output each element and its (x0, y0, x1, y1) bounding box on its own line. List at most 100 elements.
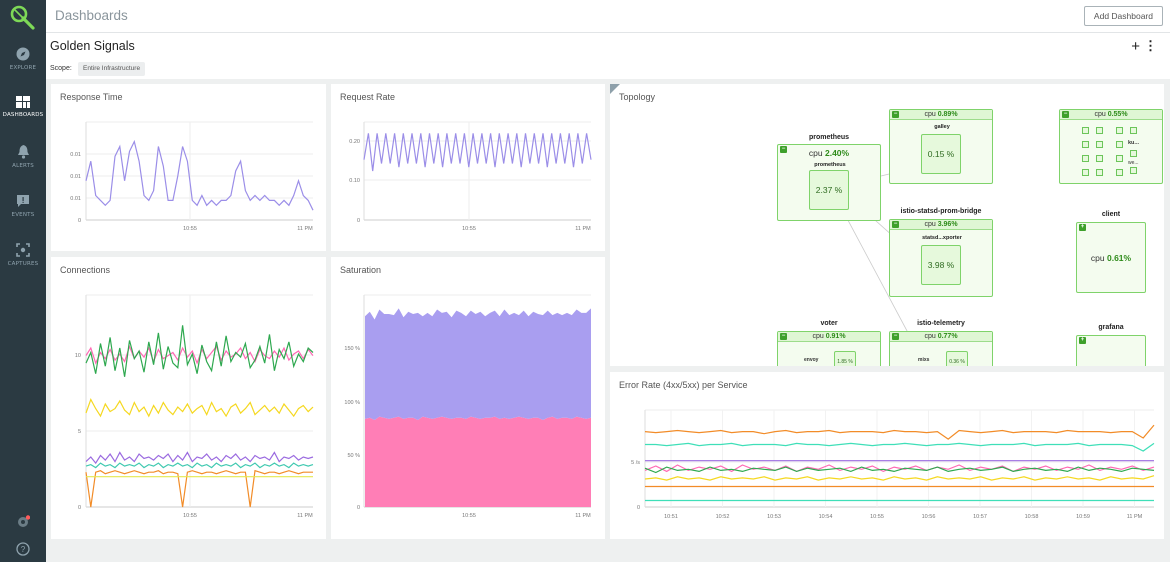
sidebar-item-dashboards[interactable]: DASHBOARDS (0, 96, 46, 136)
y-tick-label: 0.01 (70, 196, 81, 202)
y-tick-label: 100 % (344, 400, 360, 406)
cpu-readout: cpu 3.96% (890, 220, 992, 230)
sidebar-item-alerts[interactable]: ALERTS (0, 145, 46, 185)
collapse-icon[interactable]: − (780, 146, 787, 153)
node-group-statsd[interactable]: − cpu 3.96% statsd...xporter 3.98 % (889, 219, 993, 297)
collapse-icon[interactable]: − (892, 221, 899, 228)
chat-icon (17, 195, 29, 207)
top-bar: Dashboards Add Dashboard (46, 0, 1170, 33)
mini-node[interactable] (1116, 155, 1123, 162)
panel-saturation[interactable]: Saturation 150 % 100 % 50 % 0 10:55 11 P… (331, 257, 605, 539)
sidebar-item-explore[interactable]: EXPLORE (0, 47, 46, 87)
sidebar: EXPLORE DASHBOARDS ALERTS EVENTS CAPTURE… (0, 0, 46, 562)
y-tick-label: 0 (357, 218, 360, 224)
node-group-name: grafana (1098, 324, 1124, 331)
request-rate-chart: 0.20 0.10 0 10:55 11 PM (349, 121, 592, 232)
collapse-icon[interactable]: − (892, 111, 899, 118)
mini-node[interactable] (1116, 141, 1123, 148)
mini-node[interactable] (1082, 169, 1089, 176)
series-line-0 (363, 133, 592, 172)
x-tick-label: 10:55 (870, 514, 884, 520)
dashboard-icon (16, 96, 30, 108)
panel-topology[interactable]: Topology prometheus − cpu 2.40% promethe… (610, 84, 1164, 366)
node-group-name: istio-telemetry (917, 320, 965, 327)
y-tick-label: 0 (78, 505, 81, 511)
x-tick-label: 10:56 (922, 514, 936, 520)
node-group-galley[interactable]: − cpu 0.89% galley 0.15 % (889, 109, 993, 184)
y-tick-label: 5 /s (631, 460, 640, 466)
x-tick-label: 10:55 (183, 226, 197, 232)
expand-icon[interactable]: + (1079, 337, 1086, 344)
bell-icon (17, 145, 29, 159)
series-line-3 (85, 451, 314, 465)
inner-node-envoy[interactable]: 1.85 % (834, 351, 856, 366)
series-area-1 (365, 308, 591, 420)
node-group-name: istio-statsd-prom-bridge (900, 208, 982, 215)
mini-node[interactable] (1116, 127, 1123, 134)
more-options-icon[interactable]: ⋮ (1144, 38, 1157, 53)
mini-node[interactable] (1096, 141, 1103, 148)
mini-node[interactable] (1130, 150, 1137, 157)
panel-response-time[interactable]: Response Time 0.01 0.01 0.01 0 10:55 11 … (51, 84, 326, 251)
add-panel-icon[interactable]: + (1131, 38, 1140, 55)
panel-connections[interactable]: Connections 10 5 0 10:55 11 PM (51, 257, 326, 539)
sidebar-item-events[interactable]: EVENTS (0, 194, 46, 234)
saturation-chart: 150 % 100 % 50 % 0 10:55 11 PM (344, 294, 591, 519)
cpu-readout: cpu 0.55% (1060, 110, 1162, 120)
mini-node[interactable] (1096, 169, 1103, 176)
dashboard-header: Golden Signals Scope: Entire Infrastruct… (46, 33, 1170, 79)
mini-node[interactable] (1096, 127, 1103, 134)
panel-title: Connections (60, 265, 111, 275)
node-group-prometheus[interactable]: − cpu 2.40% prometheus 2.37 % (777, 144, 881, 221)
mini-node[interactable] (1130, 167, 1137, 174)
node-group-telemetry[interactable]: − cpu 0.77% mixs 0.36 % (889, 331, 993, 366)
mini-node[interactable] (1096, 155, 1103, 162)
dashboard-name: Golden Signals (50, 39, 135, 53)
sidebar-item-label: EVENTS (11, 212, 35, 218)
x-tick-label: 10:54 (819, 514, 833, 520)
help-icon[interactable]: ? (16, 542, 30, 556)
collapse-icon[interactable]: − (892, 333, 899, 340)
x-tick-label: 11 PM (1127, 514, 1143, 520)
series-line-0 (644, 424, 1155, 440)
inner-node-prometheus[interactable]: 2.37 % (809, 170, 849, 210)
mini-node[interactable] (1082, 127, 1089, 134)
compass-icon (16, 47, 30, 61)
mini-node[interactable] (1082, 155, 1089, 162)
sidebar-item-label: EXPLORE (9, 65, 37, 71)
inner-node-galley[interactable]: 0.15 % (921, 134, 961, 174)
mini-node[interactable] (1130, 127, 1137, 134)
notification-icon[interactable] (16, 515, 30, 529)
sidebar-item-captures[interactable]: CAPTURES (0, 243, 46, 283)
node-group-kube[interactable]: − cpu 0.55% ku... we... (1059, 109, 1163, 184)
panel-title: Request Rate (340, 92, 396, 102)
x-tick-label: 11 PM (575, 513, 591, 519)
mini-node[interactable] (1116, 169, 1123, 176)
app-logo-icon[interactable] (10, 5, 36, 31)
x-tick-label: 10:53 (767, 514, 781, 520)
series-line-5 (644, 475, 1155, 481)
mini-node[interactable] (1082, 141, 1089, 148)
inner-node-statsd[interactable]: 3.98 % (921, 245, 961, 285)
inner-node-mixs[interactable]: 0.36 % (946, 351, 968, 366)
x-tick-label: 10:52 (716, 514, 730, 520)
panel-request-rate[interactable]: Request Rate 0.20 0.10 0 10:55 11 PM (331, 84, 605, 251)
expand-icon[interactable]: + (1079, 224, 1086, 231)
cpu-readout: cpu 0.77% (890, 332, 992, 342)
panel-error-rate[interactable]: Error Rate (4xx/5xx) per Service 5 /s 0 … (610, 372, 1164, 539)
series-line-3 (644, 464, 1155, 473)
scope-selector[interactable]: Entire Infrastructure (78, 62, 146, 76)
y-tick-label: 150 % (344, 346, 360, 352)
node-group-grafana[interactable]: + (1076, 335, 1146, 366)
add-dashboard-button[interactable]: Add Dashboard (1083, 6, 1163, 26)
collapse-icon[interactable]: − (780, 333, 787, 340)
node-group-name: voter (820, 320, 838, 327)
collapse-icon[interactable]: − (1062, 111, 1069, 118)
y-tick-label: 10 (75, 353, 81, 359)
sidebar-item-label: ALERTS (12, 163, 34, 169)
node-group-client[interactable]: + cpu 0.61% (1076, 222, 1146, 293)
x-tick-label: 10:55 (462, 513, 476, 519)
node-group-voter[interactable]: − cpu 0.91% envoy 1.85 % (777, 331, 881, 366)
capture-icon (16, 243, 30, 257)
x-tick-label: 10:59 (1076, 514, 1090, 520)
